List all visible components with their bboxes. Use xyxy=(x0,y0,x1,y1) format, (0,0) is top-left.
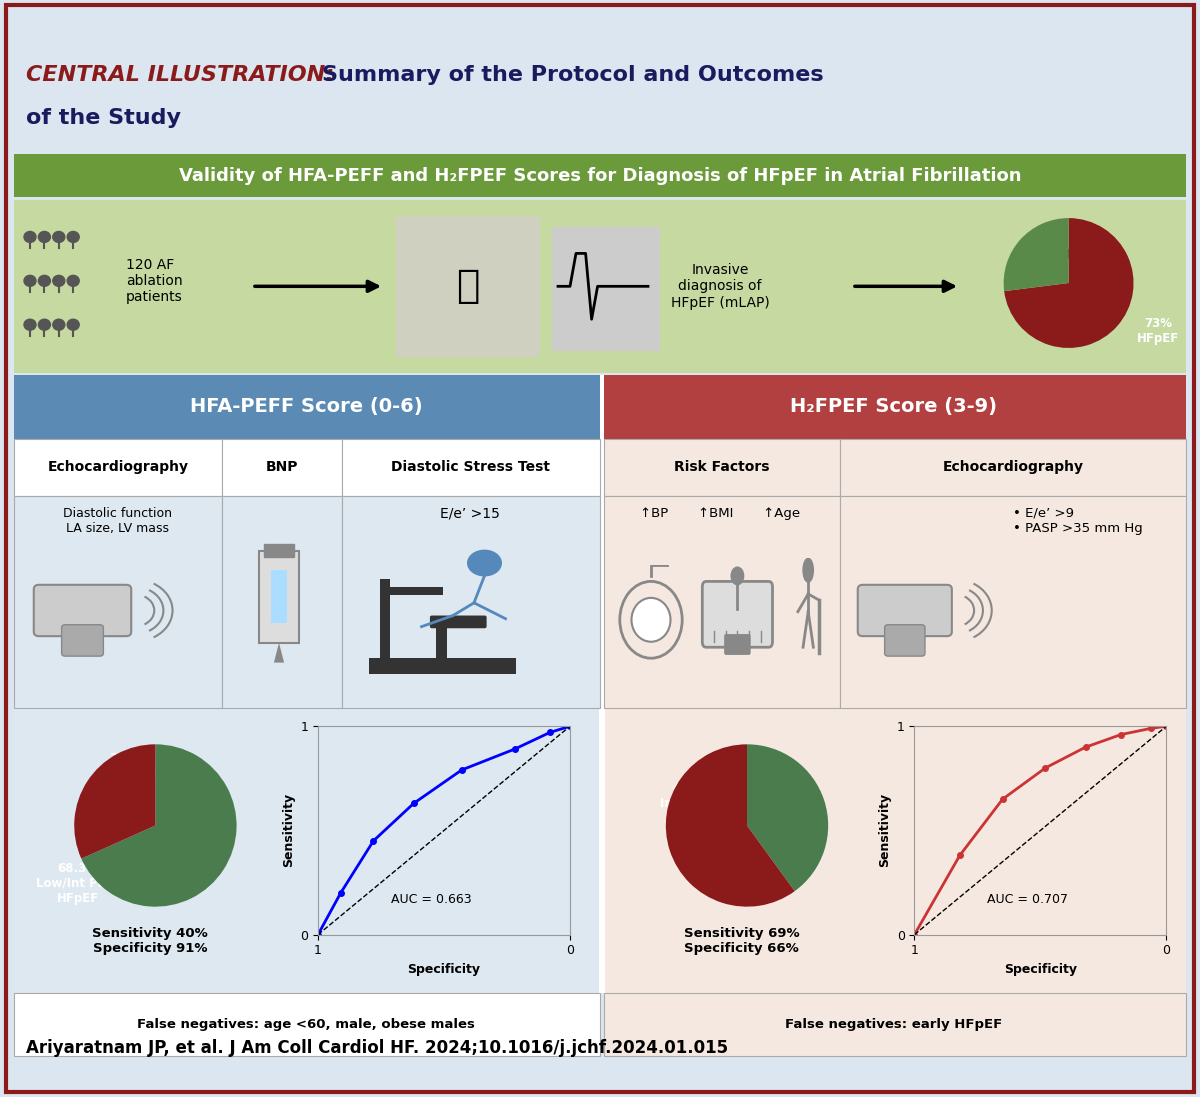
Text: 🫀: 🫀 xyxy=(456,268,480,305)
Circle shape xyxy=(468,551,502,576)
Text: Diastolic Stress Test: Diastolic Stress Test xyxy=(391,461,551,474)
Text: 120 AF
ablation
patients: 120 AF ablation patients xyxy=(126,258,182,304)
Text: H₂FPEF Score (3-9): H₂FPEF Score (3-9) xyxy=(791,397,997,417)
Text: 60%
High Prob
HFpEF: 60% High Prob HFpEF xyxy=(730,839,794,883)
Text: HFA-PEFF Score (0-6): HFA-PEFF Score (0-6) xyxy=(190,397,422,417)
Circle shape xyxy=(24,275,36,286)
FancyBboxPatch shape xyxy=(552,227,660,351)
FancyBboxPatch shape xyxy=(379,579,390,658)
FancyBboxPatch shape xyxy=(858,585,952,636)
Text: 40%
Int Prob
HFpEF: 40% Int Prob HFpEF xyxy=(660,781,713,825)
FancyBboxPatch shape xyxy=(14,496,222,708)
FancyBboxPatch shape xyxy=(840,496,1186,708)
FancyBboxPatch shape xyxy=(14,154,1186,197)
FancyBboxPatch shape xyxy=(14,439,222,496)
FancyBboxPatch shape xyxy=(259,551,300,643)
Text: 31.7%
High Prob
HFpEF: 31.7% High Prob HFpEF xyxy=(97,751,162,795)
Circle shape xyxy=(53,231,65,242)
Text: 27%
No HFpEF: 27% No HFpEF xyxy=(1061,233,1118,261)
FancyBboxPatch shape xyxy=(14,200,1186,373)
Text: AUC = 0.707: AUC = 0.707 xyxy=(988,893,1068,906)
FancyBboxPatch shape xyxy=(14,375,600,993)
X-axis label: Specificity: Specificity xyxy=(1004,963,1076,976)
Text: AUC = 0.663: AUC = 0.663 xyxy=(391,893,472,906)
Text: False negatives: early HFpEF: False negatives: early HFpEF xyxy=(785,1018,1003,1031)
FancyBboxPatch shape xyxy=(6,5,1194,1092)
Circle shape xyxy=(38,231,50,242)
FancyBboxPatch shape xyxy=(396,216,540,357)
Text: BNP: BNP xyxy=(265,461,299,474)
FancyBboxPatch shape xyxy=(724,634,751,655)
Text: 68.3%
Low/Int Prob
HFpEF: 68.3% Low/Int Prob HFpEF xyxy=(36,861,120,905)
FancyBboxPatch shape xyxy=(370,658,516,675)
Text: Echocardiography: Echocardiography xyxy=(942,461,1084,474)
Ellipse shape xyxy=(631,598,671,642)
Text: Summary of the Protocol and Outcomes: Summary of the Protocol and Outcomes xyxy=(322,65,823,84)
FancyBboxPatch shape xyxy=(271,570,287,623)
Text: Risk Factors: Risk Factors xyxy=(674,461,769,474)
Wedge shape xyxy=(666,744,794,906)
Text: E/e’ >15: E/e’ >15 xyxy=(440,507,500,521)
Text: • E/e’ >9
• PASP >35 mm Hg: • E/e’ >9 • PASP >35 mm Hg xyxy=(1013,507,1142,535)
FancyBboxPatch shape xyxy=(34,585,131,636)
Circle shape xyxy=(24,231,36,242)
Text: CENTRAL ILLUSTRATION:: CENTRAL ILLUSTRATION: xyxy=(26,65,335,84)
Y-axis label: Sensitivity: Sensitivity xyxy=(282,793,295,868)
Text: 73%
HFpEF: 73% HFpEF xyxy=(1136,317,1180,346)
Circle shape xyxy=(67,231,79,242)
Wedge shape xyxy=(1004,218,1134,348)
FancyBboxPatch shape xyxy=(604,375,1186,439)
Circle shape xyxy=(53,319,65,330)
FancyBboxPatch shape xyxy=(342,439,600,496)
FancyBboxPatch shape xyxy=(702,581,773,647)
Circle shape xyxy=(38,319,50,330)
Circle shape xyxy=(53,275,65,286)
Circle shape xyxy=(67,319,79,330)
Wedge shape xyxy=(74,744,156,859)
Text: Ariyaratnam JP, et al. J Am Coll Cardiol HF. 2024;10.1016/j.jchf.2024.01.015: Ariyaratnam JP, et al. J Am Coll Cardiol… xyxy=(26,1039,728,1056)
FancyBboxPatch shape xyxy=(604,993,1186,1056)
FancyBboxPatch shape xyxy=(604,439,840,496)
FancyBboxPatch shape xyxy=(264,544,294,557)
FancyBboxPatch shape xyxy=(604,375,1186,993)
Text: Diastolic function
LA size, LV mass: Diastolic function LA size, LV mass xyxy=(64,507,172,535)
FancyBboxPatch shape xyxy=(61,625,103,656)
FancyBboxPatch shape xyxy=(437,619,446,658)
FancyBboxPatch shape xyxy=(604,708,1186,993)
Text: ↑BP       ↑BMI       ↑Age: ↑BP ↑BMI ↑Age xyxy=(640,507,800,520)
Text: Sensitivity 69%
Specificity 66%: Sensitivity 69% Specificity 66% xyxy=(684,927,799,955)
FancyBboxPatch shape xyxy=(430,615,487,629)
Text: Sensitivity 40%
Specificity 91%: Sensitivity 40% Specificity 91% xyxy=(92,927,208,955)
Circle shape xyxy=(803,558,814,583)
Wedge shape xyxy=(746,744,828,891)
Wedge shape xyxy=(82,744,236,906)
FancyBboxPatch shape xyxy=(222,439,342,496)
Text: False negatives: age <60, male, obese males: False negatives: age <60, male, obese ma… xyxy=(137,1018,475,1031)
Text: Echocardiography: Echocardiography xyxy=(48,461,188,474)
Circle shape xyxy=(731,567,744,585)
FancyBboxPatch shape xyxy=(840,439,1186,496)
FancyBboxPatch shape xyxy=(222,496,342,708)
X-axis label: Specificity: Specificity xyxy=(408,963,480,976)
FancyBboxPatch shape xyxy=(14,993,600,1056)
Text: Validity of HFA-PEFF and H₂FPEF Scores for Diagnosis of HFpEF in Atrial Fibrilla: Validity of HFA-PEFF and H₂FPEF Scores f… xyxy=(179,167,1021,184)
Text: Invasive
diagnosis of
HFpEF (mLAP): Invasive diagnosis of HFpEF (mLAP) xyxy=(671,263,769,309)
FancyBboxPatch shape xyxy=(14,38,1186,151)
Y-axis label: Sensitivity: Sensitivity xyxy=(878,793,892,868)
FancyBboxPatch shape xyxy=(884,625,925,656)
Circle shape xyxy=(24,319,36,330)
Circle shape xyxy=(67,275,79,286)
FancyBboxPatch shape xyxy=(342,496,600,708)
Circle shape xyxy=(38,275,50,286)
FancyBboxPatch shape xyxy=(14,708,600,993)
FancyBboxPatch shape xyxy=(379,587,443,595)
FancyBboxPatch shape xyxy=(14,375,600,439)
Text: of the Study: of the Study xyxy=(26,109,181,128)
Wedge shape xyxy=(1003,218,1069,291)
FancyBboxPatch shape xyxy=(604,496,840,708)
Polygon shape xyxy=(274,643,284,663)
FancyBboxPatch shape xyxy=(599,375,605,993)
